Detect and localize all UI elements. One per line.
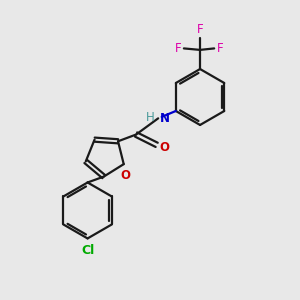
- Text: N: N: [160, 112, 170, 125]
- Text: O: O: [120, 169, 130, 182]
- Text: F: F: [197, 23, 203, 36]
- Text: F: F: [217, 42, 223, 55]
- Text: O: O: [160, 141, 170, 154]
- Text: F: F: [175, 42, 181, 55]
- Text: Cl: Cl: [81, 244, 94, 257]
- Text: H: H: [146, 111, 154, 124]
